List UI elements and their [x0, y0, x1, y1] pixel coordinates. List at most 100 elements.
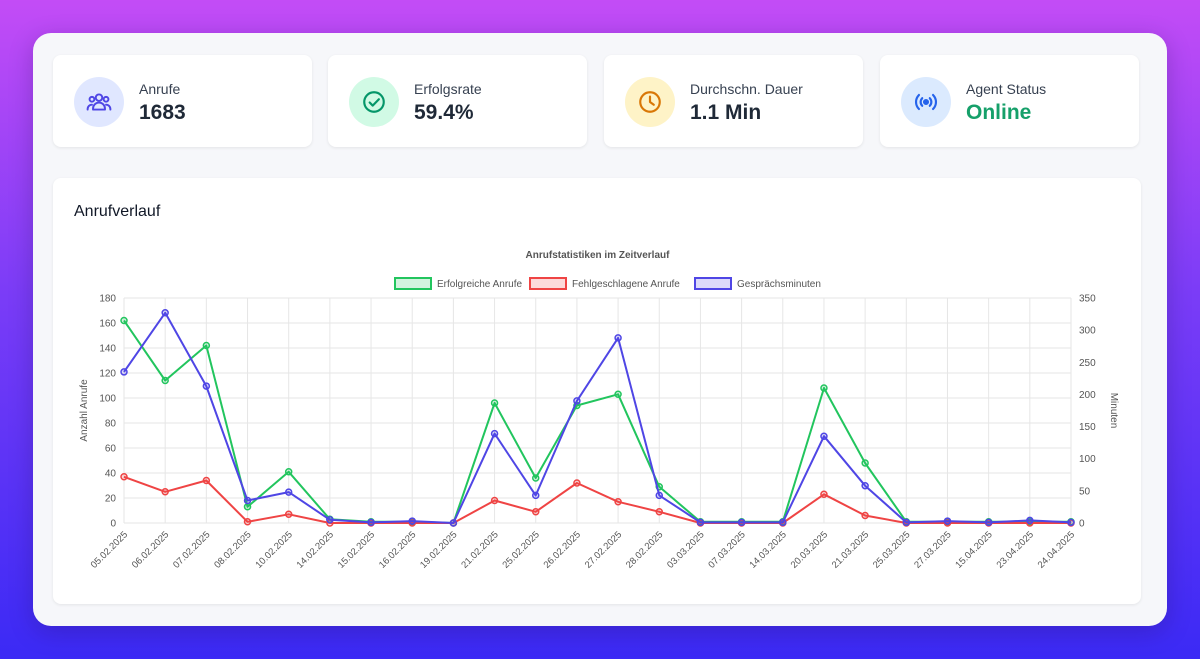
x-tick-label: 20.03.2025: [789, 529, 830, 570]
x-tick-label: 10.02.2025: [253, 529, 294, 570]
legend-swatch: [694, 277, 732, 290]
broadcast-icon: [914, 93, 938, 111]
x-tick-label: 07.02.2025: [171, 529, 212, 570]
y-tick-label: 80: [105, 419, 117, 430]
data-point: [861, 459, 869, 467]
y2-tick-label: 250: [1079, 358, 1096, 369]
legend-swatch: [529, 277, 567, 290]
data-point: [614, 334, 622, 342]
data-point: [655, 508, 664, 516]
y-tick-label: 100: [99, 394, 116, 405]
data-point: [490, 496, 499, 505]
y2-tick-label: 100: [1079, 454, 1096, 465]
data-point: [202, 341, 211, 350]
data-point: [243, 503, 252, 511]
data-point: [902, 518, 911, 527]
call-history-chart: Anrufstatistiken im Zeitverlauf Erfolgrei…: [79, 250, 1119, 571]
x-tick-label: 08.02.2025: [212, 529, 253, 570]
data-point: [490, 399, 499, 407]
stat-label: Agent Status: [966, 81, 1047, 97]
data-point: [161, 309, 169, 317]
stat-value: Online: [966, 101, 1032, 124]
data-point: [779, 518, 787, 527]
x-tick-label: 26.02.2025: [542, 529, 583, 570]
y-tick-label: 160: [99, 319, 116, 330]
stat-card-avg-duration: Durchschn. Dauer 1.1 Min: [604, 55, 863, 147]
y-tick-label: 40: [105, 469, 117, 480]
data-point: [202, 476, 211, 485]
y-axis-title: Anzahl Anrufe: [79, 379, 90, 442]
y2-tick-label: 200: [1079, 390, 1096, 401]
x-tick-label: 24.04.2025: [1036, 529, 1077, 570]
y-tick-label: 60: [105, 444, 117, 455]
data-point: [531, 508, 540, 516]
y2-tick-label: 350: [1079, 294, 1096, 305]
y-tick-label: 20: [105, 494, 117, 505]
data-point: [408, 517, 416, 525]
y2-tick-label: 50: [1079, 486, 1091, 497]
x-tick-label: 06.02.2025: [130, 529, 171, 570]
x-tick-label: 19.02.2025: [418, 529, 459, 570]
users-icon-wrap: [74, 77, 124, 127]
clock-icon-wrap: [625, 77, 675, 127]
data-point: [367, 518, 375, 527]
data-point: [531, 491, 540, 500]
data-point: [820, 384, 828, 392]
x-tick-label: 25.02.2025: [500, 529, 541, 570]
x-tick-label: 15.02.2025: [336, 529, 377, 570]
data-point: [120, 316, 128, 325]
dashboard-panel: Anrufe 1683 Erfolgsrate 59.4% Durchschn.…: [33, 33, 1167, 626]
stat-card-success-rate: Erfolgsrate 59.4%: [328, 55, 587, 147]
data-point: [161, 376, 169, 385]
stat-card-calls: Anrufe 1683: [53, 55, 312, 147]
x-tick-label: 07.03.2025: [706, 529, 747, 570]
data-point: [943, 517, 952, 525]
data-point: [820, 490, 828, 498]
x-tick-label: 23.04.2025: [995, 529, 1036, 570]
x-tick-label: 25.03.2025: [871, 529, 912, 570]
users-icon: [86, 93, 112, 111]
call-history-card: Anrufverlauf Anrufstatistiken im Zeitver…: [53, 178, 1141, 604]
data-point: [326, 516, 334, 524]
x-tick-label: 16.02.2025: [377, 529, 418, 570]
stat-label: Anrufe: [139, 81, 181, 97]
data-point: [531, 474, 540, 482]
y2-tick-label: 0: [1079, 519, 1085, 530]
x-tick-label: 14.02.2025: [295, 529, 336, 570]
data-point: [655, 491, 664, 500]
x-tick-label: 21.03.2025: [830, 529, 871, 570]
stat-card-agent-status: Agent Status Online: [880, 55, 1139, 147]
data-point: [120, 473, 128, 481]
data-point: [1026, 516, 1034, 525]
series-line: [123, 311, 1072, 524]
x-tick-label: 05.02.2025: [89, 529, 130, 570]
data-point: [614, 390, 622, 398]
y-tick-label: 120: [99, 369, 116, 380]
data-point: [284, 510, 293, 518]
x-tick-label: 03.03.2025: [665, 529, 706, 570]
data-point: [614, 498, 622, 506]
data-point: [1067, 518, 1075, 527]
stat-label: Durchschn. Dauer: [690, 81, 803, 97]
data-point: [120, 368, 128, 376]
check-circle-icon-wrap: [349, 77, 399, 127]
stat-value: 1.1 Min: [690, 101, 762, 124]
legend-label: Erfolgreiche Anrufe: [437, 279, 522, 290]
data-point: [284, 488, 293, 496]
data-point: [490, 429, 499, 438]
data-point: [573, 479, 581, 487]
x-tick-label: 28.02.2025: [624, 529, 665, 570]
x-tick-label: 15.04.2025: [953, 529, 994, 570]
data-point: [861, 511, 869, 520]
series-line: [123, 475, 1071, 524]
data-point: [737, 518, 746, 527]
broadcast-icon-wrap: [901, 77, 951, 127]
y-tick-label: 180: [99, 294, 116, 305]
data-point: [284, 468, 293, 476]
check-circle-icon: [363, 91, 385, 113]
y-tick-label: 0: [110, 519, 116, 530]
x-tick-label: 27.03.2025: [912, 529, 953, 570]
chart-section-heading: Anrufverlauf: [74, 203, 161, 220]
data-point: [202, 382, 211, 390]
data-point: [449, 519, 458, 527]
